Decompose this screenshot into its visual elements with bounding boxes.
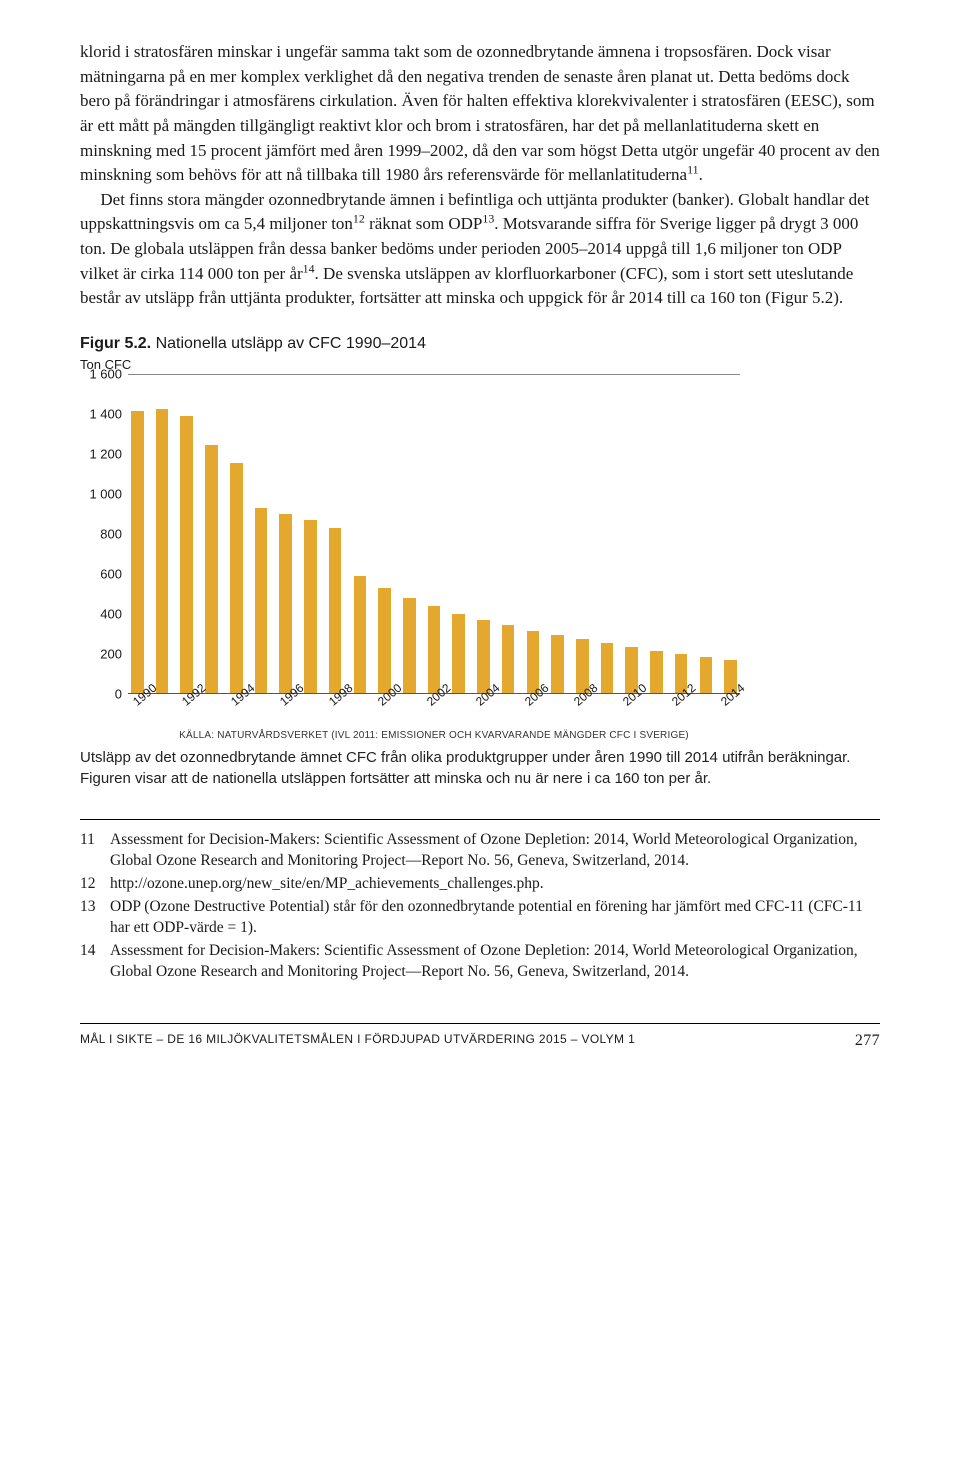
footnote-rule xyxy=(80,819,880,820)
footnote-num: 13 xyxy=(80,897,110,939)
bar xyxy=(304,520,317,693)
footnote-num: 11 xyxy=(80,830,110,872)
y-tick: 800 xyxy=(100,527,122,542)
footnote-14: 14 Assessment for Decision-Makers: Scien… xyxy=(80,941,880,983)
footnote-text: ODP (Ozone Destructive Potential) står f… xyxy=(110,897,880,939)
footnote-text: Assessment for Decision-Makers: Scientif… xyxy=(110,941,880,983)
x-axis: 1990199219941996199820002002200420062008… xyxy=(128,694,740,728)
y-axis-title: Ton CFC xyxy=(80,357,880,372)
page-number: 277 xyxy=(855,1032,880,1050)
bar xyxy=(156,409,169,693)
bar xyxy=(551,635,564,693)
footnote-num: 14 xyxy=(80,941,110,983)
bar xyxy=(329,528,342,693)
footnote-11: 11 Assessment for Decision-Makers: Scien… xyxy=(80,830,880,872)
bar xyxy=(180,416,193,693)
bars-container xyxy=(128,375,740,693)
p1-text: klorid i stratosfären minskar i ungefär … xyxy=(80,42,880,184)
bar xyxy=(452,614,465,694)
p1-tail: . xyxy=(699,165,703,184)
paragraph-1: klorid i stratosfären minskar i ungefär … xyxy=(80,40,880,188)
footnote-text: Assessment for Decision-Makers: Scientif… xyxy=(110,830,880,872)
body-text: klorid i stratosfären minskar i ungefär … xyxy=(80,40,880,311)
footer-left: MÅL I SIKTE – DE 16 MILJÖKVALITETSMÅLEN … xyxy=(80,1032,635,1050)
p2a-sup: 12 xyxy=(353,212,365,226)
y-tick: 1 200 xyxy=(89,447,122,462)
footnote-12: 12 http://ozone.unep.org/new_site/en/MP_… xyxy=(80,874,880,895)
bar xyxy=(131,411,144,693)
y-tick: 600 xyxy=(100,567,122,582)
bar xyxy=(378,588,391,693)
bar xyxy=(354,576,367,693)
figure-label: Figur 5.2. xyxy=(80,335,151,352)
y-axis: 1 6001 4001 2001 0008006004002000 xyxy=(80,374,128,694)
y-tick: 1 600 xyxy=(89,367,122,382)
y-tick: 400 xyxy=(100,607,122,622)
page-footer: MÅL I SIKTE – DE 16 MILJÖKVALITETSMÅLEN … xyxy=(80,1023,880,1050)
y-tick: 200 xyxy=(100,647,122,662)
bar xyxy=(700,657,713,693)
bar xyxy=(650,651,663,693)
plot-area xyxy=(128,374,740,694)
bar xyxy=(279,514,292,693)
bar xyxy=(601,643,614,693)
footnote-num: 12 xyxy=(80,874,110,895)
bar xyxy=(428,606,441,693)
y-tick: 1 000 xyxy=(89,487,122,502)
chart-source: KÄLLA: NATURVÅRDSVERKET (IVL 2011: EMISS… xyxy=(128,730,740,741)
y-tick: 0 xyxy=(115,687,122,702)
figure-title: Figur 5.2. Nationella utsläpp av CFC 199… xyxy=(80,335,880,353)
p2b-sup: 13 xyxy=(482,212,494,226)
paragraph-2: Det finns stora mängder ozonnedbrytande … xyxy=(80,188,880,311)
p1-sup: 11 xyxy=(687,163,698,177)
bar xyxy=(403,598,416,693)
figure-title-text: Nationella utsläpp av CFC 1990–2014 xyxy=(151,335,426,352)
footnote-text: http://ozone.unep.org/new_site/en/MP_ach… xyxy=(110,874,880,895)
bar xyxy=(477,620,490,694)
bar xyxy=(255,508,268,693)
bar xyxy=(205,445,218,693)
bar xyxy=(230,463,243,694)
y-tick: 1 400 xyxy=(89,407,122,422)
footnotes: 11 Assessment for Decision-Makers: Scien… xyxy=(80,830,880,982)
chart: 1 6001 4001 2001 0008006004002000 199019… xyxy=(80,374,740,741)
p2b: räknat som ODP xyxy=(365,214,483,233)
p2c-sup: 14 xyxy=(303,261,315,275)
footnote-13: 13 ODP (Ozone Destructive Potential) stå… xyxy=(80,897,880,939)
figure-caption: Utsläpp av det ozonnedbrytande ämnet CFC… xyxy=(80,747,880,789)
bar xyxy=(502,625,515,693)
